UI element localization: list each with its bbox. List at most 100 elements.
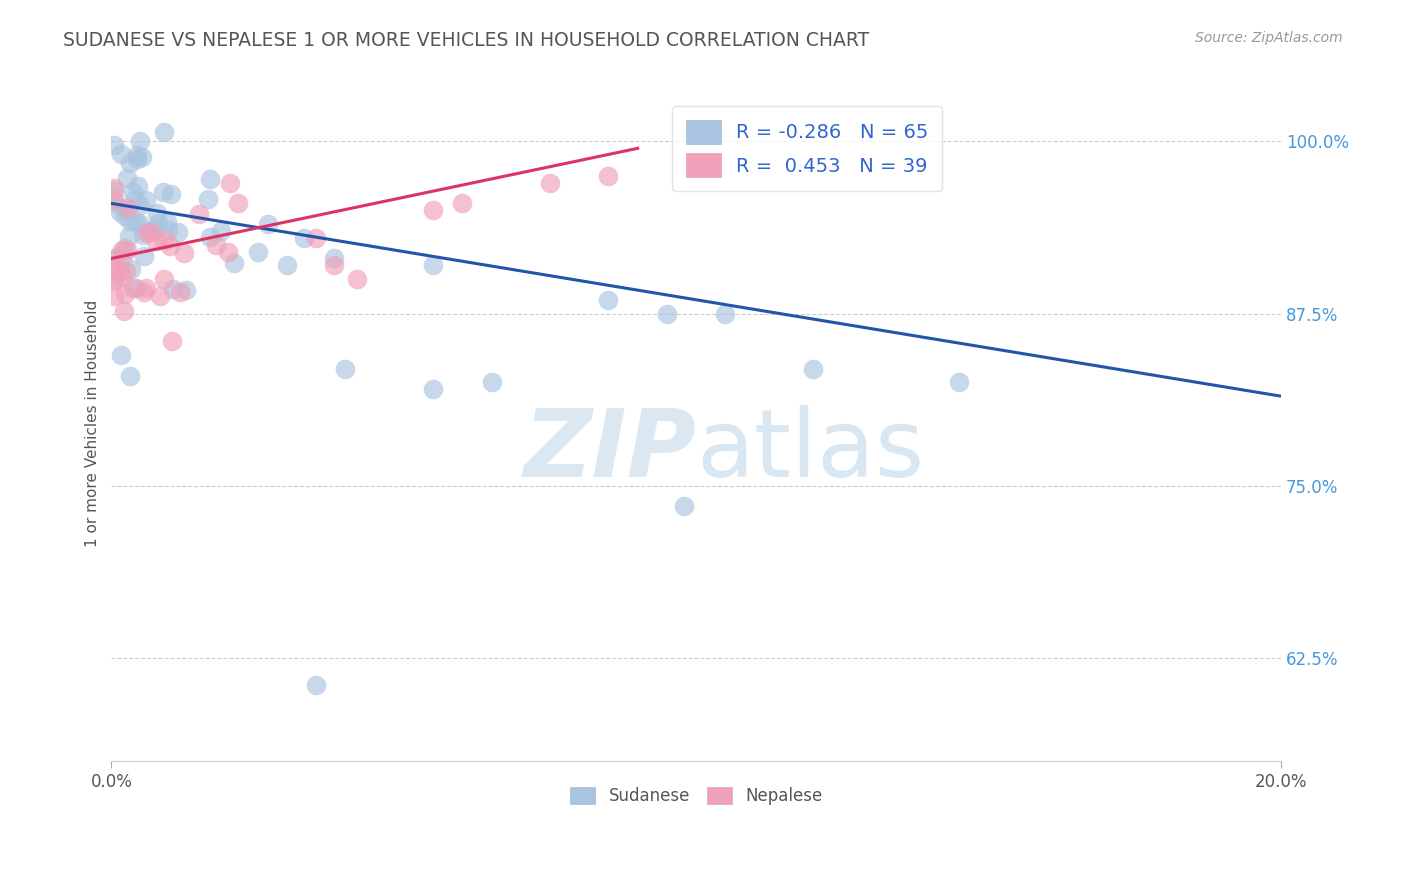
- Point: [114, 241, 136, 255]
- Point: [127, 179, 149, 194]
- Legend: Sudanese, Nepalese: Sudanese, Nepalese: [562, 779, 831, 814]
- Point: [422, 203, 444, 218]
- Point: [117, 201, 139, 215]
- Point: [305, 678, 328, 692]
- Point: [205, 237, 228, 252]
- Point: [110, 269, 132, 284]
- Point: [714, 307, 737, 321]
- Point: [128, 134, 150, 148]
- Point: [118, 228, 141, 243]
- Point: [103, 274, 125, 288]
- Point: [655, 307, 678, 321]
- Point: [131, 150, 153, 164]
- Point: [111, 243, 134, 257]
- Point: [246, 244, 269, 259]
- Point: [115, 264, 138, 278]
- Point: [108, 205, 131, 219]
- Point: [141, 225, 163, 239]
- Point: [103, 260, 125, 274]
- Text: atlas: atlas: [696, 405, 924, 497]
- Text: SUDANESE VS NEPALESE 1 OR MORE VEHICLES IN HOUSEHOLD CORRELATION CHART: SUDANESE VS NEPALESE 1 OR MORE VEHICLES …: [63, 31, 869, 50]
- Point: [276, 258, 298, 272]
- Point: [173, 246, 195, 260]
- Point: [136, 227, 159, 241]
- Point: [103, 194, 125, 208]
- Point: [104, 269, 127, 284]
- Point: [157, 223, 180, 237]
- Point: [124, 192, 146, 206]
- Point: [598, 169, 620, 183]
- Point: [335, 361, 357, 376]
- Text: Source: ZipAtlas.com: Source: ZipAtlas.com: [1195, 31, 1343, 45]
- Point: [948, 376, 970, 390]
- Point: [132, 249, 155, 263]
- Point: [198, 230, 221, 244]
- Point: [112, 304, 135, 318]
- Point: [292, 231, 315, 245]
- Point: [224, 256, 246, 270]
- Point: [481, 376, 503, 390]
- Point: [598, 293, 620, 307]
- Point: [128, 198, 150, 212]
- Point: [217, 244, 239, 259]
- Point: [120, 213, 142, 227]
- Point: [145, 234, 167, 248]
- Point: [322, 252, 344, 266]
- Point: [132, 228, 155, 243]
- Point: [209, 224, 232, 238]
- Point: [538, 176, 561, 190]
- Point: [120, 368, 142, 383]
- Point: [188, 207, 211, 221]
- Point: [145, 206, 167, 220]
- Point: [120, 261, 142, 276]
- Point: [451, 196, 474, 211]
- Point: [162, 334, 184, 348]
- Point: [143, 221, 166, 235]
- Point: [127, 152, 149, 166]
- Point: [673, 500, 696, 514]
- Point: [115, 243, 138, 257]
- Point: [174, 283, 197, 297]
- Point: [120, 156, 142, 170]
- Point: [110, 348, 132, 362]
- Point: [153, 125, 176, 139]
- Point: [305, 231, 328, 245]
- Point: [105, 250, 128, 264]
- Point: [169, 285, 191, 299]
- Text: ZIP: ZIP: [523, 405, 696, 497]
- Point: [152, 186, 174, 200]
- Point: [103, 289, 125, 303]
- Point: [135, 193, 157, 207]
- Point: [153, 233, 176, 247]
- Point: [111, 251, 134, 265]
- Point: [197, 192, 219, 206]
- Point: [218, 176, 240, 190]
- Point: [322, 258, 344, 272]
- Point: [125, 148, 148, 162]
- Point: [801, 361, 824, 376]
- Point: [162, 282, 184, 296]
- Point: [103, 252, 125, 267]
- Point: [256, 217, 278, 231]
- Point: [114, 209, 136, 223]
- Point: [115, 171, 138, 186]
- Point: [226, 196, 249, 211]
- Point: [422, 258, 444, 272]
- Point: [159, 239, 181, 253]
- Point: [128, 216, 150, 230]
- Point: [148, 289, 170, 303]
- Y-axis label: 1 or more Vehicles in Household: 1 or more Vehicles in Household: [86, 300, 100, 548]
- Point: [346, 272, 368, 286]
- Point: [108, 262, 131, 277]
- Point: [103, 138, 125, 153]
- Point: [146, 215, 169, 229]
- Point: [125, 214, 148, 228]
- Point: [103, 185, 125, 199]
- Point: [103, 181, 125, 195]
- Point: [125, 280, 148, 294]
- Point: [134, 285, 156, 300]
- Point: [167, 226, 190, 240]
- Point: [138, 224, 160, 238]
- Point: [153, 272, 176, 286]
- Point: [122, 186, 145, 200]
